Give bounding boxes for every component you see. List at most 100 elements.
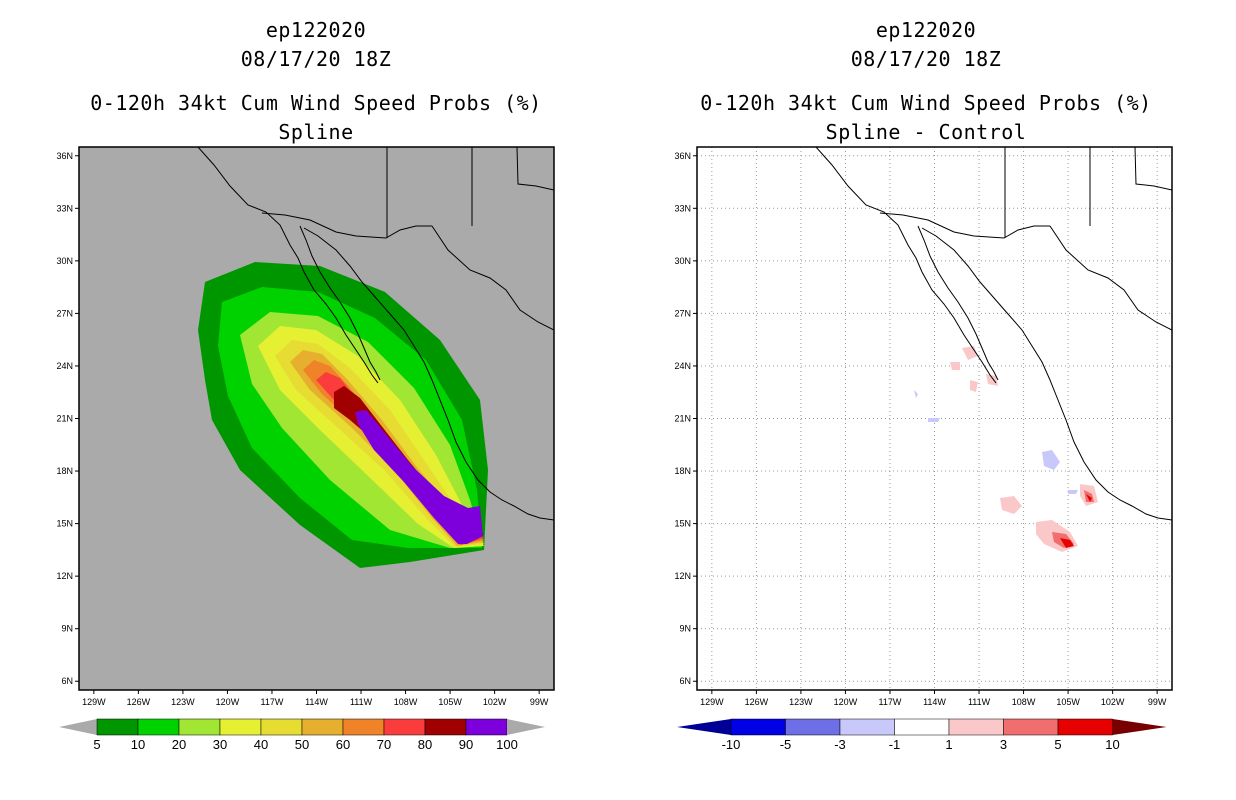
coastline-baja-pacific [815, 147, 997, 384]
colorbar-under-arrow [59, 719, 97, 735]
right-colorbar: -10 -5 -3 -1 1 3 5 10 [677, 718, 1167, 752]
right-y-axis: 36N 33N 30N 27N 24N 21N 18N 15N 12N 9N 6N [674, 151, 697, 686]
y-tick-label: 15N [56, 519, 73, 529]
coastline-mainland [921, 227, 1172, 521]
x-tick-label: 126W [127, 697, 151, 707]
colorbar-label: 10 [131, 737, 145, 752]
coastline-gulf-west [917, 225, 999, 381]
border-us-mexico [261, 212, 432, 239]
y-tick-label: 27N [56, 308, 73, 318]
x-tick-label: 102W [483, 697, 507, 707]
y-tick-label: 18N [674, 466, 691, 476]
x-tick-label: 129W [82, 697, 106, 707]
left-panel: 129W 126W 123W 120W 117W 114W 111W 108W 105W 102W… [56, 146, 555, 752]
right-difference-patches [914, 346, 1098, 552]
colorbar-swatch [1003, 718, 1059, 736]
right-x-axis: 129W 126W 123W 120W 117W 114W 111W 108W 105W 102W… [700, 690, 1167, 707]
x-tick-label: 111W [350, 697, 373, 707]
x-tick-label: 126W [745, 697, 769, 707]
y-tick-label: 27N [674, 308, 691, 318]
colorbar-label: 20 [172, 737, 186, 752]
diff-patch-pos-3 [986, 374, 998, 386]
x-tick-label: 108W [394, 697, 418, 707]
y-tick-label: 6N [679, 676, 691, 686]
coastline-baja-pacific [197, 147, 379, 384]
colorbar-swatch [342, 718, 385, 736]
colorbar-over-arrow [507, 719, 545, 735]
colorbar-label: 40 [254, 737, 268, 752]
colorbar-swatch [424, 718, 467, 736]
y-tick-label: 15N [674, 519, 691, 529]
x-tick-label: 105W [1056, 697, 1080, 707]
colorbar-label: 70 [377, 737, 391, 752]
y-tick-label: 21N [674, 414, 691, 424]
x-tick-label: 102W [1101, 697, 1125, 707]
right-title-product: 0-120h 34kt Cum Wind Speed Probs (%) [700, 91, 1152, 115]
colorbar-under-arrow [677, 719, 731, 735]
left-title-storm: ep122020 [265, 18, 367, 42]
left-title-method: Spline [278, 120, 354, 144]
x-tick-label: 114W [923, 697, 946, 707]
colorbar-swatch [178, 718, 221, 736]
colorbar-label: 5 [1054, 737, 1061, 752]
y-tick-label: 36N [674, 151, 691, 161]
coastline-gulf-texas [1134, 147, 1172, 191]
x-tick-label: 108W [1012, 697, 1036, 707]
coastline-east-mainland [1049, 225, 1172, 331]
left-title-product: 0-120h 34kt Cum Wind Speed Probs (%) [90, 91, 542, 115]
diff-patch-pos-2 [950, 362, 960, 370]
coastline-east-mainland [431, 225, 554, 331]
right-gridlines [697, 147, 1172, 690]
x-tick-label: 120W [216, 697, 240, 707]
colorbar-label: -10 [722, 737, 741, 752]
x-tick-label: 123W [171, 697, 195, 707]
y-tick-label: 30N [674, 256, 691, 266]
colorbar-swatch [465, 718, 508, 736]
y-tick-label: 30N [56, 256, 73, 266]
x-tick-label: 114W [305, 697, 328, 707]
diff-patch-pos-8 [1086, 494, 1092, 502]
colorbar-swatch [96, 718, 139, 736]
colorbar-label: -3 [834, 737, 846, 752]
colorbar-label: -5 [780, 737, 792, 752]
y-tick-label: 24N [674, 361, 691, 371]
y-tick-label: 36N [56, 151, 73, 161]
colorbar-swatch [785, 718, 841, 736]
colorbar-swatch [730, 718, 786, 736]
diff-patch-pos-11 [1060, 538, 1074, 548]
y-tick-label: 6N [61, 676, 73, 686]
colorbar-label: 30 [213, 737, 227, 752]
left-colorbar: 5 10 20 30 40 50 60 70 80 90 100 [59, 718, 545, 752]
y-tick-label: 33N [56, 203, 73, 213]
x-tick-label: 129W [700, 697, 724, 707]
coastline-gulf-west [299, 225, 381, 381]
x-tick-label: 111W [968, 697, 991, 707]
right-title-storm: ep122020 [875, 18, 977, 42]
colorbar-swatch [894, 718, 950, 736]
colorbar-label: 80 [418, 737, 432, 752]
coastline-mainland [303, 227, 554, 521]
diff-patch-neg-3 [1042, 450, 1060, 470]
x-tick-label: 117W [261, 697, 284, 707]
colorbar-label: 10 [1105, 737, 1119, 752]
x-tick-label: 105W [438, 697, 462, 707]
diff-patch-neg-4 [1068, 490, 1078, 494]
left-coastlines [197, 147, 554, 521]
colorbar-swatch [1057, 718, 1113, 736]
colorbar-swatch [219, 718, 262, 736]
colorbar-swatch [260, 718, 303, 736]
y-tick-label: 18N [56, 466, 73, 476]
x-tick-label: 99W [530, 697, 549, 707]
y-tick-label: 21N [56, 414, 73, 424]
y-tick-label: 33N [674, 203, 691, 213]
colorbar-swatch [383, 718, 426, 736]
left-title-date: 08/17/20 18Z [240, 47, 392, 71]
x-tick-label: 120W [834, 697, 858, 707]
right-panel: 129W 126W 123W 120W 117W 114W 111W 108W 105W 102W… [674, 146, 1173, 752]
x-tick-label: 117W [879, 697, 902, 707]
colorbar-swatch [839, 718, 895, 736]
diff-patch-pos-5 [1000, 496, 1022, 514]
y-tick-label: 12N [674, 571, 691, 581]
diff-patch-neg-2 [928, 418, 940, 422]
